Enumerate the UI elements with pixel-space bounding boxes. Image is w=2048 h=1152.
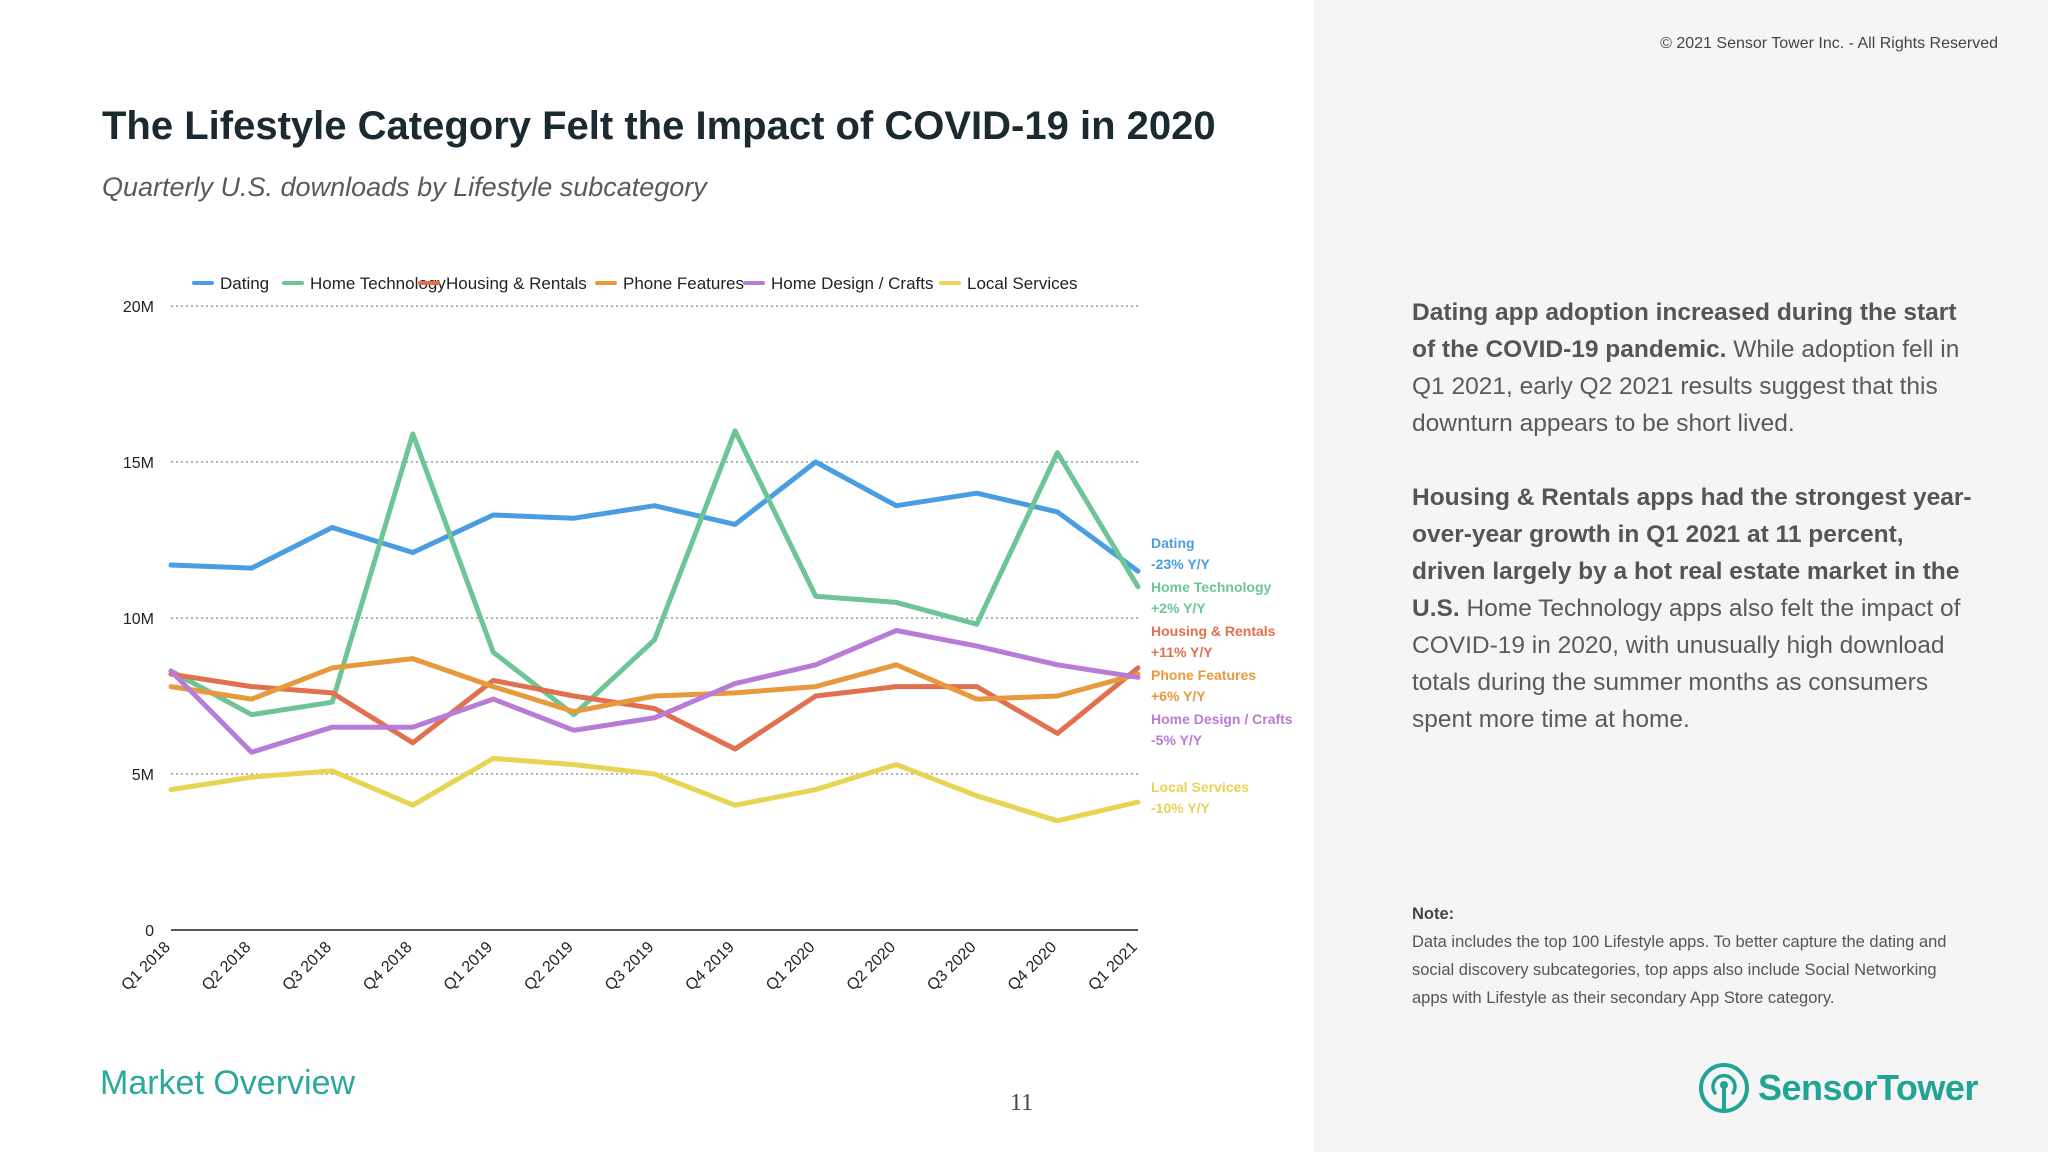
x-tick-label: Q2 2020: [844, 939, 899, 994]
x-tick-label: Q4 2019: [682, 939, 737, 994]
data-note: Note: Data includes the top 100 Lifestyl…: [1412, 900, 1972, 1012]
insight-housing: Housing & Rentals apps had the strongest…: [1412, 479, 1972, 738]
series-end-labels: Dating -23% Y/Y Home Technology +2% Y/Y Hous…: [1151, 535, 1293, 816]
insight-housing-bold: Housing & Rentals apps had the strongest…: [1412, 484, 1972, 622]
x-tick-label: Q1 2018: [118, 939, 173, 994]
note-text: Data includes the top 100 Lifestyle apps…: [1412, 933, 1947, 1007]
end-label-name: Home Technology: [1151, 579, 1272, 595]
legend-label: Dating: [220, 274, 269, 293]
y-tick-label: 10M: [123, 611, 154, 628]
y-tick-label: 5M: [132, 767, 154, 784]
x-tick-label: Q1 2020: [763, 939, 818, 994]
y-tick-label: 0: [145, 923, 154, 940]
legend-label: Phone Features: [623, 274, 744, 293]
downloads-line-chart: Dating Home Technology Housing & Rentals Ph…: [118, 274, 1293, 994]
page-number: 11: [1010, 1090, 1034, 1116]
x-tick-label: Q3 2018: [280, 939, 335, 994]
x-tick-label: Q4 2018: [360, 939, 415, 994]
series-line-housing-rentals: [168, 665, 1141, 752]
insight-dating-bold: Dating app adoption increased during the…: [1412, 299, 1957, 363]
section-label: Market Overview: [100, 1064, 356, 1102]
end-label-name: Phone Features: [1151, 667, 1256, 683]
chart-legend: Dating Home Technology Housing & Rentals Ph…: [192, 274, 1078, 293]
sensor-tower-icon: [1699, 1063, 1749, 1113]
series-line-local-services: [168, 755, 1141, 824]
end-label-change: -5% Y/Y: [1151, 732, 1203, 748]
end-label-change: +2% Y/Y: [1151, 600, 1206, 616]
chart-grid: [171, 305, 1138, 931]
x-tick-label: Q4 2020: [1005, 939, 1060, 994]
legend-label: Housing & Rentals: [446, 274, 587, 293]
page-subtitle: Quarterly U.S. downloads by Lifestyle su…: [102, 172, 707, 202]
x-tick-label: Q2 2019: [521, 939, 576, 994]
insight-housing-text: Home Technology apps also felt the impac…: [1412, 595, 1961, 733]
x-tick-label: Q1 2021: [1085, 939, 1140, 994]
end-label-name: Housing & Rentals: [1151, 623, 1276, 639]
copyright-notice: © 2021 Sensor Tower Inc. - All Rights Re…: [1660, 35, 1998, 52]
legend-label: Home Design / Crafts: [771, 274, 934, 293]
note-title: Note:: [1412, 905, 1455, 923]
insight-dating-text: While adoption fell in Q1 2021, early Q2…: [1412, 336, 1960, 437]
brand-name: SensorTower: [1758, 1067, 1978, 1108]
sensor-tower-logo: SensorTower: [1698, 1062, 1978, 1114]
side-panel: [1314, 0, 2048, 1152]
end-label-name: Dating: [1151, 535, 1195, 551]
legend-label: Local Services: [967, 274, 1078, 293]
insights-text: Dating app adoption increased during the…: [1412, 294, 1972, 775]
end-label-change: +11% Y/Y: [1151, 644, 1213, 660]
end-label-change: +6% Y/Y: [1151, 688, 1206, 704]
end-label-change: -10% Y/Y: [1151, 800, 1211, 816]
x-tick-label: Q1 2019: [441, 939, 496, 994]
chart-series: [168, 428, 1141, 824]
series-line-home-technology: [168, 428, 1141, 718]
x-tick-label: Q3 2019: [602, 939, 657, 994]
x-tick-label: Q2 2018: [199, 939, 254, 994]
x-axis-ticks: Q1 2018 Q2 2018 Q3 2018 Q4 2018 Q1 2019 Q2 20…: [118, 939, 1140, 994]
x-tick-label: Q3 2020: [924, 939, 979, 994]
page-title: The Lifestyle Category Felt the Impact o…: [102, 104, 1216, 148]
end-label-name: Local Services: [1151, 779, 1249, 795]
end-label-name: Home Design / Crafts: [1151, 711, 1293, 727]
legend-label: Home Technology: [310, 274, 446, 293]
series-line-home-design-crafts: [168, 628, 1141, 755]
y-tick-label: 20M: [123, 299, 154, 316]
end-label-change: -23% Y/Y: [1151, 556, 1211, 572]
insight-dating: Dating app adoption increased during the…: [1412, 294, 1972, 442]
main-panel: [0, 0, 1314, 1152]
series-line-phone-features: [168, 656, 1141, 715]
series-line-dating: [168, 459, 1141, 574]
y-axis-ticks: 0 5M 10M 15M 20M: [123, 299, 154, 940]
y-tick-label: 15M: [123, 455, 154, 472]
